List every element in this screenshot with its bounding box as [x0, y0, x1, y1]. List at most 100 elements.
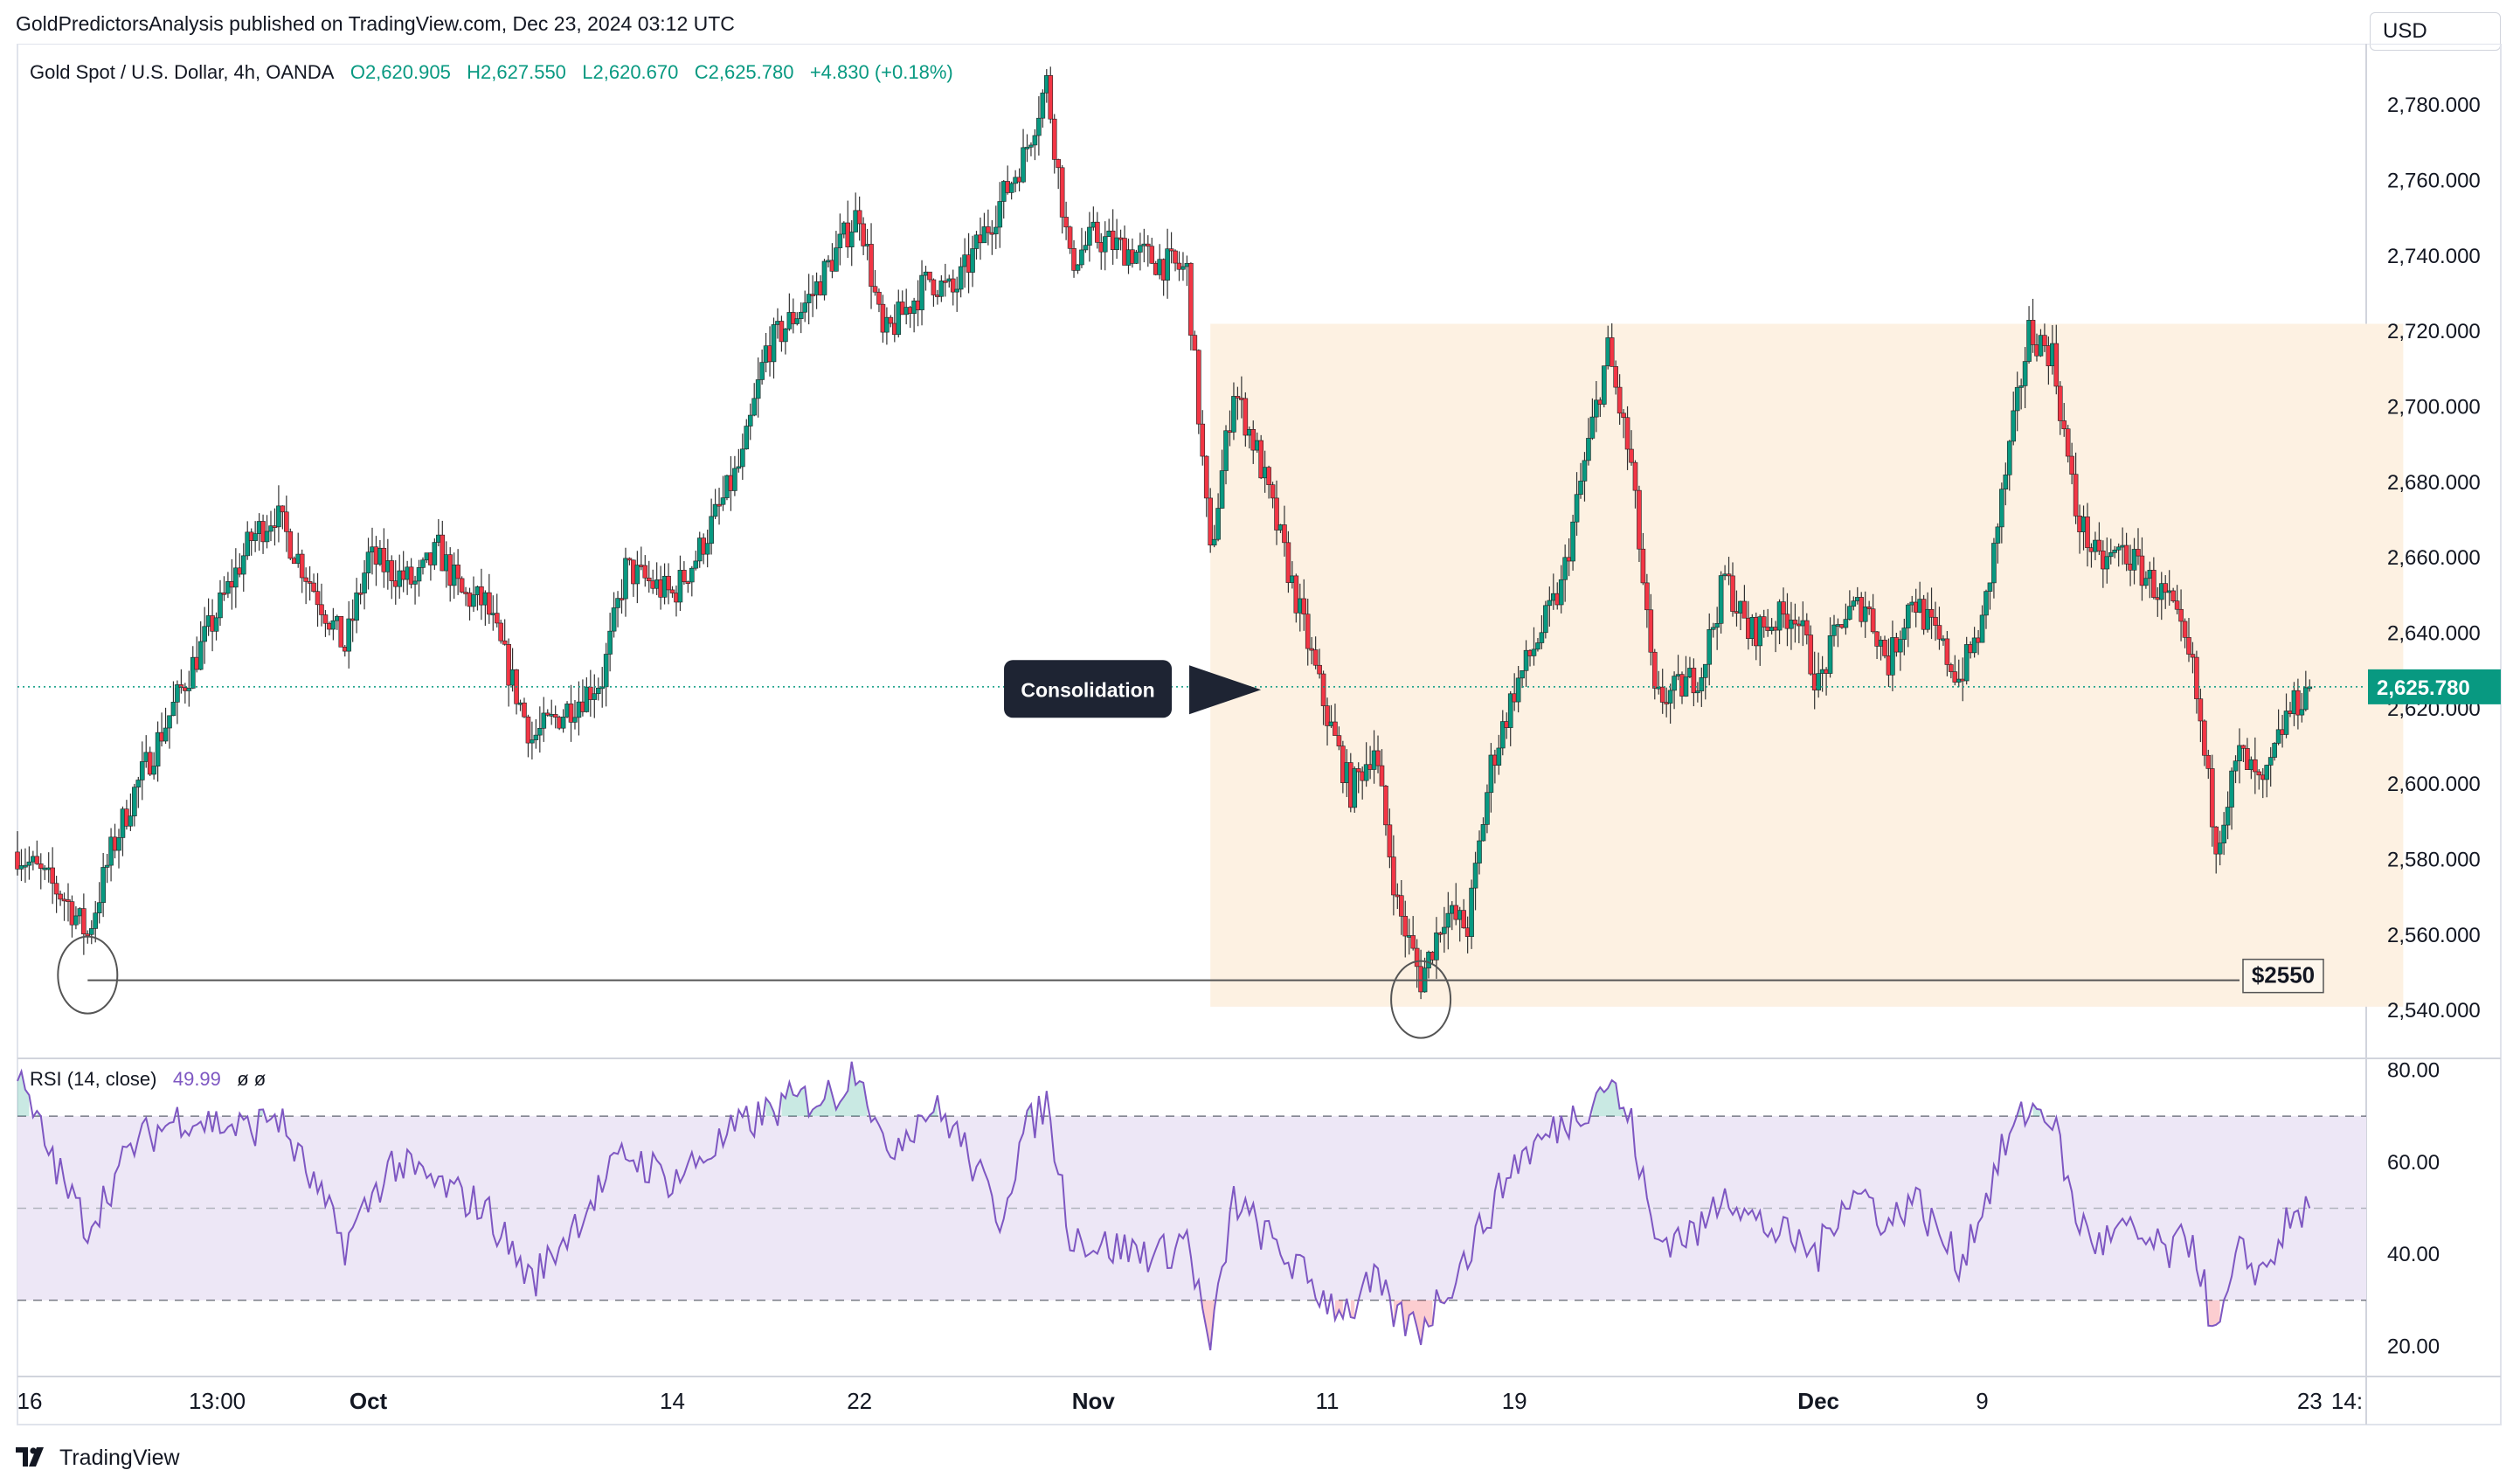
candle-body-up — [744, 426, 750, 450]
candle — [1200, 410, 1206, 466]
candle-body-up — [100, 867, 106, 904]
rsi-tick-label: 80.00 — [2387, 1059, 2440, 1083]
candle — [1138, 232, 1143, 271]
candle-body-up — [615, 598, 620, 608]
candle — [1379, 749, 1385, 787]
candle — [1515, 666, 1521, 713]
candle — [1983, 589, 1989, 629]
candle-body-up — [245, 531, 251, 557]
price-tick-label: 2,740.000 — [2387, 245, 2481, 268]
candle-body-down — [2085, 517, 2090, 549]
candle — [1442, 906, 1447, 954]
candle — [1243, 392, 1249, 447]
rsi-legend: RSI (14, close) 49.99 ø ø — [30, 1068, 266, 1091]
candle — [1624, 406, 1630, 470]
candle-body-down — [869, 244, 874, 288]
candle — [1391, 835, 1396, 916]
candle — [139, 741, 145, 801]
candle — [666, 563, 671, 605]
candle-body-down — [1309, 648, 1314, 651]
candle — [506, 638, 511, 707]
candle-body-down — [494, 613, 500, 624]
candle — [1803, 613, 1810, 645]
candle-body-up — [896, 302, 902, 336]
candle — [225, 572, 231, 599]
tradingview-logo-icon[interactable] — [16, 1447, 51, 1468]
candle — [1363, 742, 1369, 787]
candle — [541, 697, 547, 742]
candle — [1949, 662, 1954, 679]
candle — [1231, 382, 1236, 440]
candle — [1461, 898, 1466, 929]
candle — [1203, 455, 1209, 517]
candle-body-down — [315, 591, 321, 606]
chart-frame: $2550 Consolidation 2,780.000 2,760.000 2,7… — [0, 44, 2520, 1451]
candle — [178, 669, 184, 694]
candle — [2237, 728, 2242, 784]
candle — [1325, 697, 1330, 746]
candle-body-up — [1523, 649, 1529, 671]
candle — [1469, 879, 1474, 949]
candle — [2112, 545, 2118, 558]
candle — [2143, 571, 2149, 589]
candle-body-down — [2073, 474, 2079, 517]
candle — [869, 223, 874, 309]
candle — [1188, 262, 1194, 350]
candle-body-up — [190, 656, 196, 689]
candle-body-up — [1905, 604, 1911, 628]
candle — [938, 275, 945, 302]
candle-body-down — [1235, 396, 1241, 399]
candle — [1305, 599, 1311, 666]
candle — [197, 621, 204, 670]
candle — [498, 619, 504, 644]
candle-body-down — [1741, 600, 1748, 619]
candle — [1434, 917, 1439, 979]
candle-body-up — [1507, 693, 1513, 728]
candle-body-up — [1979, 614, 1985, 643]
candle — [771, 317, 777, 379]
candle — [1383, 785, 1388, 836]
candle — [1648, 593, 1654, 666]
candle-body-down — [717, 503, 722, 507]
candle — [299, 549, 305, 593]
candle-body-down — [791, 312, 796, 324]
candle — [2151, 557, 2157, 600]
candle — [1219, 449, 1225, 510]
candle — [791, 298, 796, 334]
candle-body-up — [2131, 549, 2137, 571]
candle — [362, 559, 367, 610]
candle — [1176, 251, 1182, 281]
candle-body-down — [1613, 366, 1618, 388]
candle-body-up — [1036, 117, 1042, 136]
candle-body-down — [619, 598, 625, 600]
candle — [1702, 663, 1708, 700]
candle-body-up — [693, 560, 699, 569]
candle-body-down — [943, 281, 948, 283]
candle — [108, 828, 114, 882]
candle — [845, 200, 851, 259]
candle-body-up — [537, 727, 543, 736]
candle-body-up — [1480, 824, 1486, 842]
candle-body-down — [1691, 668, 1697, 694]
candle — [856, 196, 862, 241]
rsi-tick-label: 60.00 — [2387, 1151, 2440, 1175]
candle — [2233, 755, 2239, 784]
candle-body-down — [568, 704, 574, 723]
candle-body-up — [1223, 430, 1229, 471]
candle — [155, 721, 161, 782]
candle-body-down — [872, 286, 878, 293]
candle-body-up — [1971, 637, 1977, 654]
candle-body-up — [709, 516, 714, 544]
candle — [1632, 460, 1638, 509]
candle-body-down — [2069, 455, 2074, 475]
candle — [268, 510, 273, 542]
candle-body-up — [1862, 607, 1868, 622]
candle-body-up — [1718, 575, 1724, 624]
candle — [280, 505, 286, 530]
chart-canvas[interactable]: $2550 Consolidation 2,780.000 2,760.000 2,7… — [0, 44, 2520, 1451]
candle — [432, 538, 438, 570]
candle-body-up — [2299, 709, 2305, 716]
candle-body-down — [1461, 910, 1466, 929]
candle — [1320, 670, 1326, 725]
candle — [615, 591, 620, 628]
